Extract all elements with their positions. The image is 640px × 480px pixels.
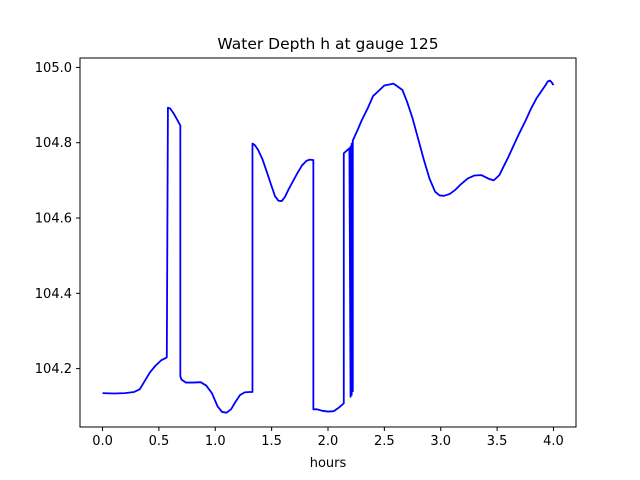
y-tick-label: 104.4 xyxy=(35,287,72,302)
y-tick-label: 104.6 xyxy=(35,212,72,227)
x-tick-label: 1.0 xyxy=(205,434,226,449)
x-axis-label: hours xyxy=(310,456,347,471)
x-tick-label: 4.0 xyxy=(543,434,564,449)
x-tick-label: 1.5 xyxy=(261,434,282,449)
x-tick-label: 2.5 xyxy=(374,434,395,449)
chart-title: Water Depth h at gauge 125 xyxy=(217,35,438,53)
x-tick-label: 3.5 xyxy=(487,434,508,449)
x-tick-label: 0.0 xyxy=(92,434,113,449)
y-tick-label: 104.2 xyxy=(35,362,72,377)
x-axis: 0.0 0.5 1.0 1.5 2.0 2.5 3.0 3.5 4.0 xyxy=(92,427,564,449)
y-tick-label: 105.0 xyxy=(35,61,72,76)
x-tick-label: 2.0 xyxy=(318,434,339,449)
x-tick-label: 3.0 xyxy=(430,434,451,449)
x-tick-label: 0.5 xyxy=(149,434,170,449)
plot-area xyxy=(102,79,555,414)
series-line-0 xyxy=(102,79,555,414)
y-tick-label: 104.8 xyxy=(35,136,72,151)
y-axis: 104.2 104.4 104.6 104.8 105.0 xyxy=(35,61,80,377)
